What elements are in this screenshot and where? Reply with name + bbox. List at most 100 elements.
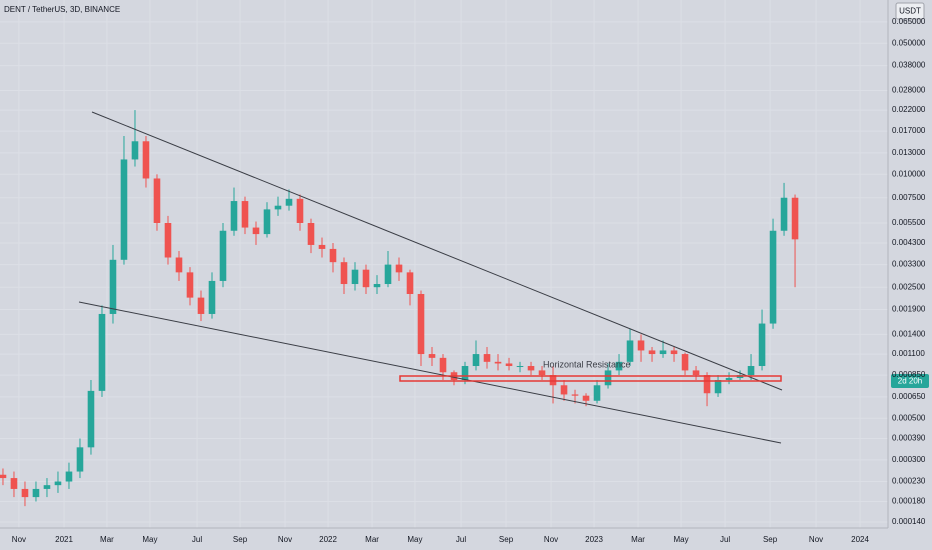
candles xyxy=(0,110,799,507)
candle-body xyxy=(109,259,117,314)
x-tick-label: 2023 xyxy=(585,535,603,544)
x-tick-label: Mar xyxy=(365,535,379,544)
candle-body xyxy=(373,284,381,288)
x-tick-label: May xyxy=(142,535,157,544)
countdown-box xyxy=(891,374,929,388)
grid xyxy=(0,0,888,528)
candle-body xyxy=(439,357,447,373)
x-tick-label: 2021 xyxy=(55,535,73,544)
currency[interactable]: USDT xyxy=(899,7,921,16)
candle-body xyxy=(274,205,282,210)
y-tick-label: 0.013000 xyxy=(892,148,926,157)
candle-body xyxy=(659,350,667,355)
y-tick-label: 0.001900 xyxy=(892,305,926,314)
candle-body xyxy=(285,198,293,206)
candle-body xyxy=(153,178,161,223)
y-tick-label: 0.000390 xyxy=(892,434,926,443)
y-tick-label: 0.065000 xyxy=(892,17,926,26)
currency-box[interactable] xyxy=(895,2,925,20)
y-tick-label: 0.017000 xyxy=(892,126,926,135)
candle-body xyxy=(582,395,590,401)
candle-body xyxy=(681,354,689,371)
candle-body xyxy=(54,481,62,486)
candle-body xyxy=(87,390,95,448)
upper-trend-line xyxy=(91,111,783,391)
candle-body xyxy=(703,375,711,394)
candle-body xyxy=(648,350,656,355)
y-tick-label: 0.003300 xyxy=(892,260,926,269)
candle-body xyxy=(197,297,205,314)
x-tick-label: Nov xyxy=(278,535,292,544)
candle-body xyxy=(10,478,18,489)
x-tick-label: 2022 xyxy=(319,535,337,544)
candle-body xyxy=(615,361,623,371)
y-tick-label: 0.010000 xyxy=(892,169,926,178)
y-tick-label: 0.028000 xyxy=(892,86,926,95)
candle-body xyxy=(362,269,370,288)
y-tick-label: 0.007500 xyxy=(892,193,926,202)
y-tick-label: 0.000300 xyxy=(892,455,926,464)
y-tick-label: 0.001100 xyxy=(892,349,925,358)
x-tick-label: Nov xyxy=(544,535,558,544)
x-tick-label: Nov xyxy=(809,535,823,544)
candle-body xyxy=(351,269,359,285)
x-tick-label: 2024 xyxy=(851,535,869,544)
candle-body xyxy=(0,474,7,479)
candle-body xyxy=(791,197,799,240)
candle-body xyxy=(384,264,392,285)
y-tick-label: 0.000650 xyxy=(892,392,926,401)
candle-body xyxy=(725,377,733,381)
candle-body xyxy=(186,272,194,298)
y-tick-label: 0.000850 xyxy=(892,370,926,379)
y-tick-label: 0.004300 xyxy=(892,238,926,247)
candle-body xyxy=(417,293,425,355)
candle-body xyxy=(263,209,271,235)
candle-body xyxy=(406,272,414,294)
x-tick-label: Sep xyxy=(233,535,248,544)
candle-body xyxy=(538,370,546,376)
candle-body xyxy=(637,340,645,351)
y-tick-label: 0.005500 xyxy=(892,218,926,227)
candle-body xyxy=(21,488,29,498)
candle-body xyxy=(505,363,513,367)
candle-body xyxy=(329,248,337,263)
candle-body xyxy=(164,222,172,258)
candle-body xyxy=(120,159,128,260)
x-tick-label: Jul xyxy=(456,535,466,544)
candle-body xyxy=(98,313,106,391)
candle-body xyxy=(692,370,700,376)
countdown: 2d 20h xyxy=(898,377,922,386)
candle-body xyxy=(395,264,403,273)
candle-body xyxy=(340,262,348,285)
candle-body xyxy=(571,394,579,396)
x-tick-label: Mar xyxy=(100,535,114,544)
candle-body xyxy=(43,485,51,489)
candle-body xyxy=(142,141,150,179)
y-tick-label: 0.000140 xyxy=(892,517,926,526)
candle-body xyxy=(32,488,40,498)
x-tick-label: Jul xyxy=(192,535,202,544)
symbol-title: DENT / TetherUS, 3D, BINANCE xyxy=(4,5,120,14)
candle-body xyxy=(769,230,777,324)
candle-body xyxy=(65,471,73,482)
candle-body xyxy=(296,198,304,223)
x-tick-label: Sep xyxy=(499,535,514,544)
candle-body xyxy=(428,354,436,358)
y-tick-label: 0.001400 xyxy=(892,330,926,339)
x-tick-label: Sep xyxy=(763,535,778,544)
y-tick-label: 0.038000 xyxy=(892,61,926,70)
x-tick-label: May xyxy=(407,535,422,544)
y-tick-label: 0.002500 xyxy=(892,282,926,291)
y-tick-label: 0.000230 xyxy=(892,477,926,486)
candle-body xyxy=(230,201,238,231)
y-tick-label: 0.000500 xyxy=(892,413,926,422)
candle-body xyxy=(714,380,722,394)
candle-body xyxy=(175,257,183,273)
candle-body xyxy=(516,366,524,368)
x-tick-label: May xyxy=(674,535,689,544)
candle-body xyxy=(747,366,755,376)
x-tick-label: Jul xyxy=(720,535,730,544)
candle-body xyxy=(131,141,139,160)
